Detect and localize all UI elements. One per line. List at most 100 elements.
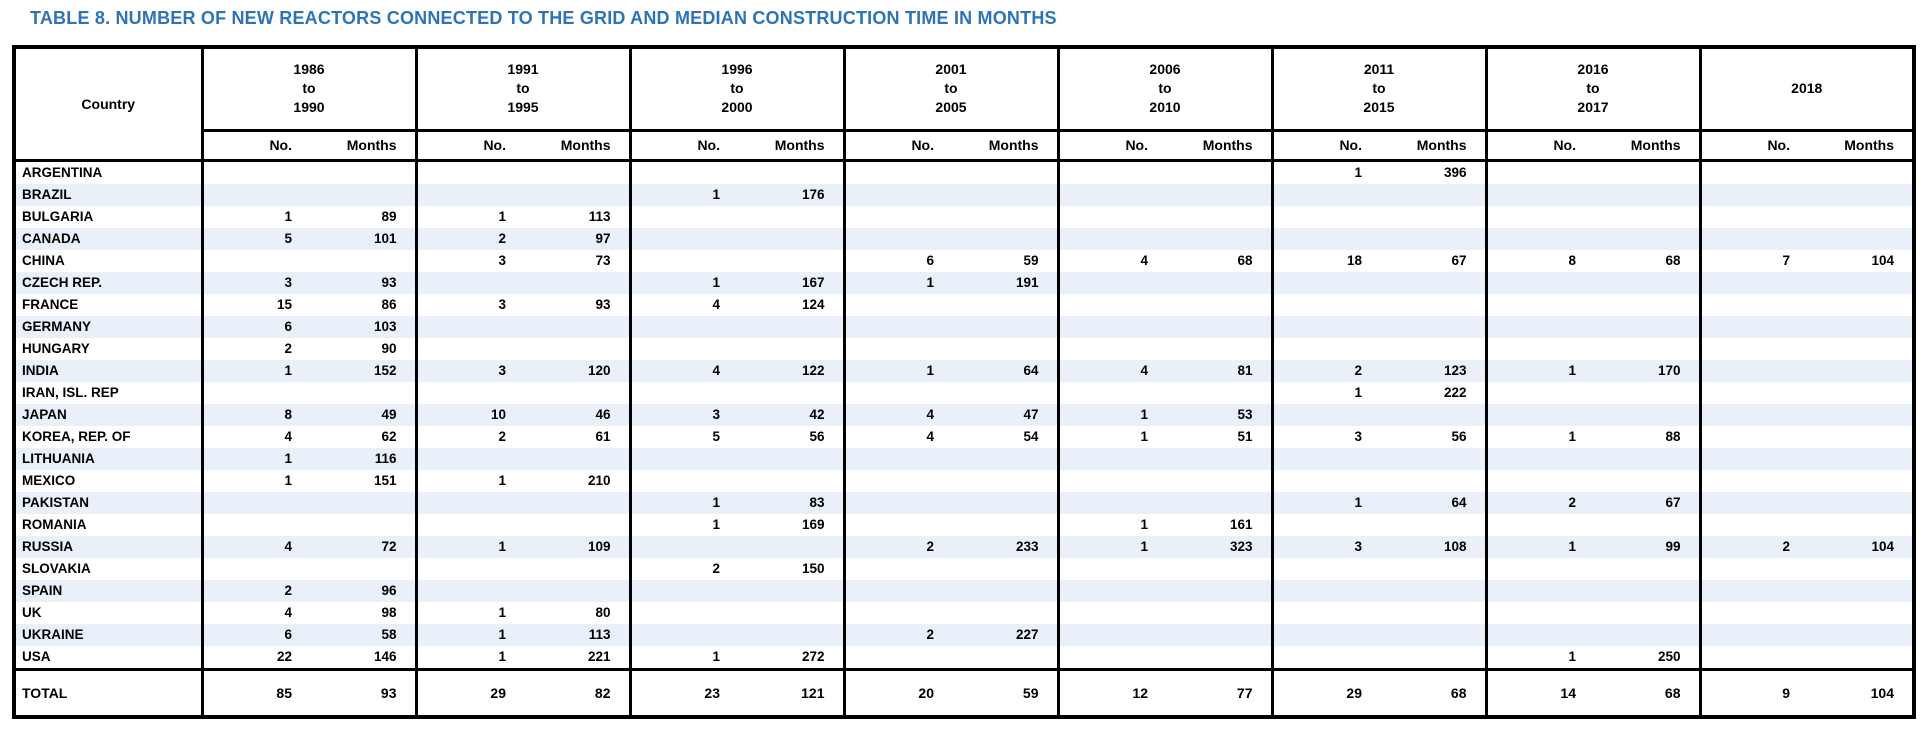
months-value-cell: 150 — [801, 560, 825, 576]
months-value-cell: 221 — [587, 648, 611, 664]
no-value-cell — [1698, 425, 1796, 448]
months-value-cell: 116 — [374, 450, 397, 466]
table-row: PAKISTAN 1 83 1 64 2 67 — [14, 491, 1914, 514]
months-value-cell — [726, 338, 844, 360]
no-value-cell — [1056, 645, 1154, 669]
no-value-cell — [628, 601, 726, 624]
months-value-cell — [726, 228, 844, 250]
no-value-cell: 1 — [414, 205, 512, 228]
months-value-cell — [1796, 338, 1914, 360]
no-value-cell — [628, 623, 726, 646]
no-value-cell: 2 — [842, 623, 940, 646]
no-value-cell: 85 — [200, 667, 298, 717]
no-value-cell — [842, 579, 940, 602]
no-value-cell — [200, 557, 298, 580]
months-value-cell: 233 — [1015, 538, 1039, 554]
months-value-cell — [1154, 646, 1272, 670]
months-value-cell — [512, 184, 630, 206]
no-value-cell — [628, 160, 726, 184]
months-value-cell — [940, 514, 1058, 536]
table-row: CZECH REP. 3 93 1 167 1 191 — [14, 271, 1914, 294]
months-value-cell — [512, 448, 630, 470]
no-value-cell: 1 — [414, 601, 512, 624]
months-value-cell — [1582, 470, 1700, 492]
no-value-cell: 2 — [200, 579, 298, 602]
months-value-cell — [1154, 316, 1272, 338]
period-header-line: 1991 — [507, 61, 539, 78]
no-value-cell — [1698, 205, 1796, 228]
table-row: UKRAINE 6 58 1 113 2 227 — [14, 623, 1914, 646]
no-value-cell: 2 — [1698, 535, 1796, 558]
no-value-cell — [1056, 227, 1154, 250]
no-column-header: No. — [1056, 130, 1154, 162]
no-value-cell — [414, 447, 512, 470]
period-header: 2001 to 2005 — [842, 47, 1058, 132]
months-value-cell: 96 — [381, 582, 397, 598]
no-column-header: No. — [200, 130, 298, 162]
no-value-cell — [414, 513, 512, 536]
no-value-cell — [1056, 293, 1154, 316]
months-value-cell: 396 — [1443, 164, 1467, 180]
months-value-cell — [1154, 338, 1272, 360]
months-value-cell: 68 — [1665, 252, 1681, 268]
no-value-cell: 1 — [414, 623, 512, 646]
months-value-cell — [1796, 404, 1914, 426]
months-value-cell: 46 — [595, 406, 611, 422]
months-value-cell: 146 — [373, 648, 397, 664]
no-value-cell: 3 — [1270, 535, 1368, 558]
no-value-cell: 3 — [414, 293, 512, 316]
table-row: JAPAN 8 49 10 46 3 42 4 47 1 53 — [14, 403, 1914, 426]
country-cell: INDIA — [14, 359, 204, 382]
no-value-cell — [200, 513, 298, 536]
country-cell: ARGENTINA — [14, 160, 204, 184]
no-value-cell: 1 — [200, 469, 298, 492]
no-value-cell: 2 — [414, 425, 512, 448]
no-column-header: No. — [1698, 130, 1796, 162]
table-row: GERMANY 6 103 — [14, 315, 1914, 338]
months-value-cell — [1582, 160, 1700, 184]
no-value-cell — [628, 579, 726, 602]
no-value-cell: 3 — [200, 271, 298, 294]
months-value-cell — [1368, 448, 1486, 470]
months-value-cell — [1154, 448, 1272, 470]
no-value-cell: 4 — [628, 293, 726, 316]
no-value-cell: 29 — [1270, 667, 1368, 717]
no-value-cell: 2 — [414, 227, 512, 250]
months-value-cell: 68 — [1368, 667, 1486, 717]
months-value-cell — [1796, 426, 1914, 448]
period-header-line: 2018 — [1791, 80, 1823, 97]
period-header-line: to — [730, 80, 744, 97]
months-value-cell: 108 — [1443, 538, 1467, 554]
no-value-cell — [414, 491, 512, 514]
table-row: SLOVAKIA 2 150 — [14, 557, 1914, 580]
period-header-line: 2000 — [721, 99, 753, 116]
months-value-cell: 97 — [595, 230, 611, 246]
months-value-cell: 169 — [801, 516, 825, 532]
months-value-cell: 222 — [1443, 384, 1467, 400]
months-value-cell — [940, 602, 1058, 624]
no-value-cell — [842, 160, 940, 184]
months-value-cell — [1154, 294, 1272, 316]
months-value-cell: 93 — [381, 274, 397, 290]
months-value-cell — [1368, 602, 1486, 624]
months-value-cell: 68 — [1582, 667, 1700, 717]
no-value-cell: 4 — [1056, 359, 1154, 382]
months-value-cell: 90 — [381, 340, 397, 356]
no-value-cell — [628, 337, 726, 360]
country-cell: PAKISTAN — [14, 491, 204, 514]
table-row: ARGENTINA 1 396 — [14, 160, 1914, 184]
no-value-cell — [1270, 469, 1368, 492]
no-column-header: No. — [842, 130, 940, 162]
months-value-cell — [1582, 228, 1700, 250]
no-value-cell — [1698, 381, 1796, 404]
no-value-cell: 1 — [1270, 160, 1368, 184]
months-value-cell: 323 — [1229, 538, 1253, 554]
no-value-cell: 2 — [1270, 359, 1368, 382]
no-value-cell — [1698, 645, 1796, 669]
country-cell: FRANCE — [14, 293, 204, 316]
months-value-cell — [1582, 316, 1700, 338]
months-value-cell — [726, 470, 844, 492]
subheader-row: No. Months No. Months No. Months No. Months No. M… — [14, 130, 1914, 162]
months-value-cell — [1582, 184, 1700, 206]
no-value-cell: 1 — [414, 535, 512, 558]
